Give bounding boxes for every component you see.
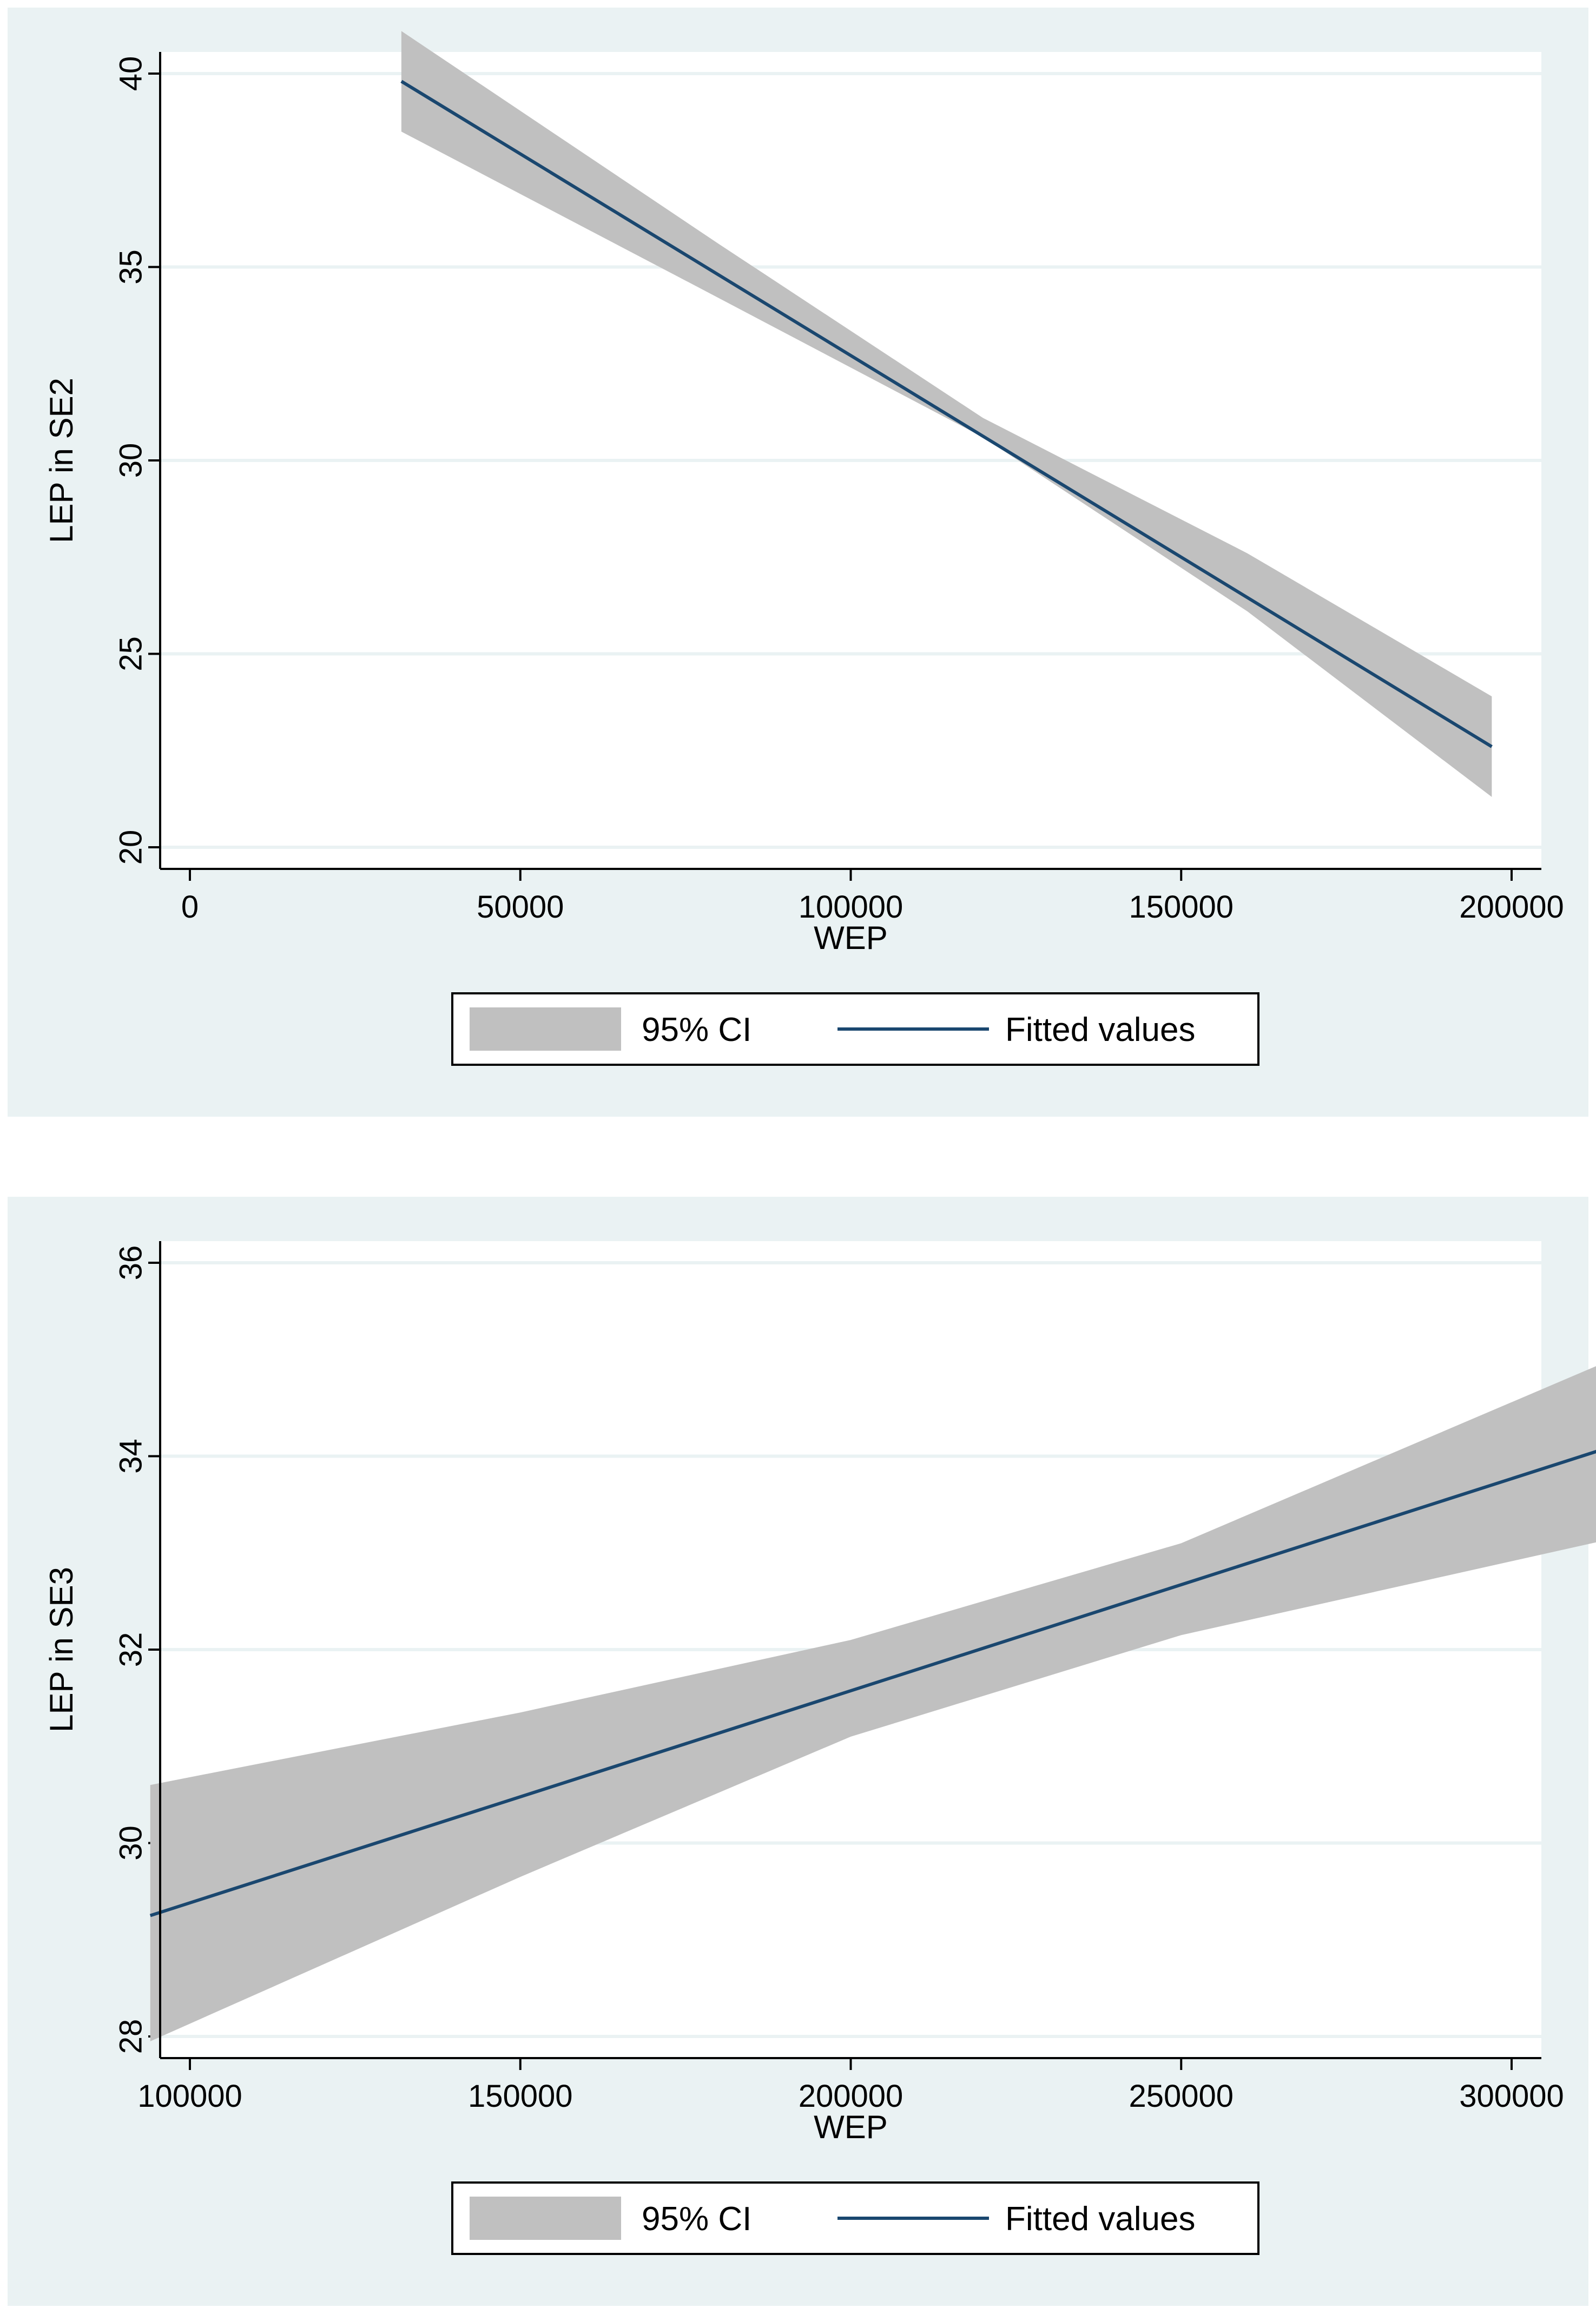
x-tick-label: 50000 <box>477 889 564 925</box>
x-tick-label: 150000 <box>468 2079 573 2114</box>
chart-panel-bottom: 28 30 32 34 36 100000 150000 200000 250000 300000… <box>8 1197 1596 2306</box>
y-axis-title: LEP in SE3 <box>43 1567 80 1732</box>
y-tick-label: 40 <box>113 56 148 91</box>
y-tick-label: 28 <box>113 2019 148 2054</box>
legend-ci-swatch <box>470 2197 621 2240</box>
x-tick-label: 200000 <box>1459 889 1564 925</box>
y-tick-label: 32 <box>113 1632 148 1667</box>
chart-panel-top: 20 25 30 35 40 0 50000 100000 150000 200000 WEP LEP… <box>8 8 1588 1117</box>
legend-ci-swatch <box>470 1007 621 1051</box>
y-tick-label: 20 <box>113 830 148 865</box>
y-tick-label: 36 <box>113 1245 148 1281</box>
x-tick-label: 100000 <box>137 2079 242 2114</box>
ci-band <box>150 1366 1596 2041</box>
x-tick-label: 0 <box>181 889 199 925</box>
y-tick-label: 35 <box>113 249 148 285</box>
chart-top: 20 25 30 35 40 0 50000 100000 150000 200000 WEP LEP… <box>43 31 1564 1066</box>
y-tick-label: 30 <box>113 443 148 478</box>
x-tick-label: 250000 <box>1129 2079 1234 2114</box>
x-tick-label: 150000 <box>1129 889 1234 925</box>
legend-ci-label: 95% CI <box>642 1011 751 1049</box>
y-axis-title: LEP in SE2 <box>43 378 80 543</box>
x-tick-label: 300000 <box>1459 2079 1564 2114</box>
x-tick-label: 100000 <box>799 889 903 925</box>
legend-fit-label: Fitted values <box>1005 2200 1196 2238</box>
legend-ci-label: 95% CI <box>642 2200 751 2238</box>
x-axis-title: WEP <box>814 2109 888 2145</box>
fitted-line <box>400 80 1493 748</box>
chart-bottom: 28 30 32 34 36 100000 150000 200000 250000 300000… <box>43 1241 1596 2255</box>
legend-fit-label: Fitted values <box>1005 1011 1196 1049</box>
y-tick-label: 34 <box>113 1439 148 1474</box>
y-tick-label: 25 <box>113 636 148 671</box>
fitted-line <box>149 1449 1596 1917</box>
x-tick-label: 200000 <box>799 2079 903 2114</box>
y-tick-label: 30 <box>113 1825 148 1861</box>
x-axis-title: WEP <box>814 920 888 956</box>
